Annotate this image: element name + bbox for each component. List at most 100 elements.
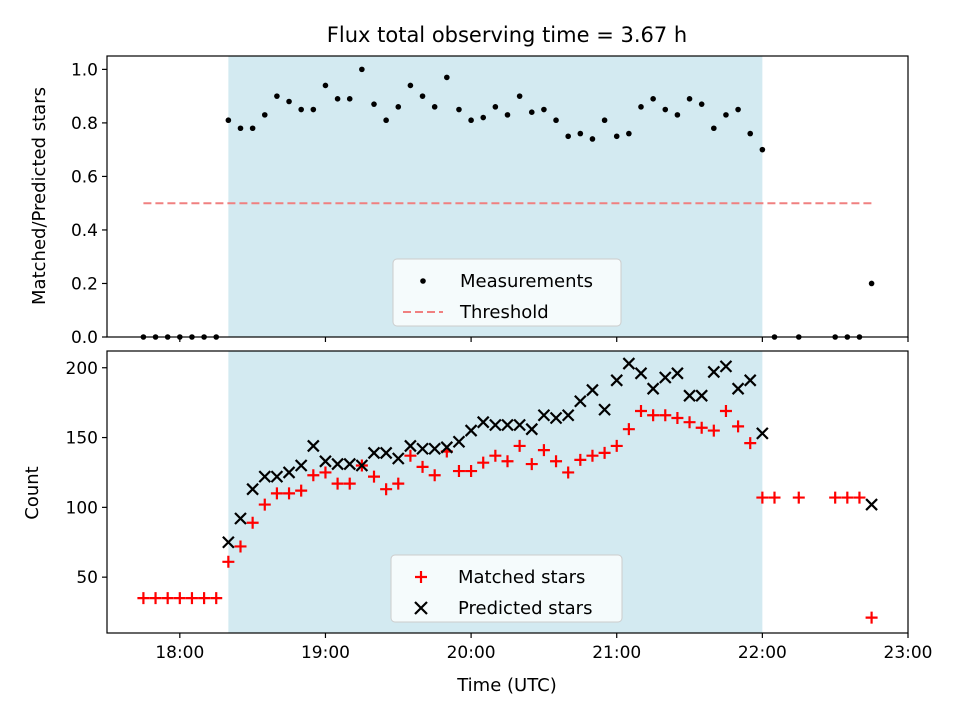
bottom-matched-star-point — [331, 477, 344, 490]
top-legend-label: Threshold — [459, 302, 549, 323]
bottom-matched-star-point — [185, 592, 198, 605]
bottom-matched-star-point — [756, 491, 769, 504]
bottom-matched-star-point — [610, 439, 623, 452]
bottom-matched-star-point — [744, 437, 757, 450]
bottom-predicted-star-point — [743, 374, 757, 387]
bottom-matched-star-point — [671, 412, 684, 425]
bottom-legend-marker — [415, 571, 427, 583]
bottom-predicted-star-point — [525, 422, 539, 436]
top-measurement-point — [662, 106, 669, 113]
bottom-matched-star-point — [732, 420, 745, 433]
bottom-matched-star-point — [465, 465, 478, 478]
bottom-legend-label: Matched stars — [458, 567, 585, 588]
bottom-matched-star-point — [392, 477, 405, 490]
top-measurement-point — [431, 104, 438, 110]
bottom-predicted-star-point — [707, 365, 721, 379]
x-axis-label: Time (UTC) — [456, 675, 557, 696]
bottom-predicted-star-point — [719, 360, 733, 373]
top-measurement-point — [674, 112, 681, 118]
bottom-predicted-star-point — [537, 408, 551, 422]
bottom-predicted-star-point — [634, 367, 648, 380]
bottom-predicted-star-point — [258, 470, 272, 483]
bottom-matched-star-point — [416, 460, 429, 473]
x-tick-label: 21:00 — [592, 643, 641, 663]
bottom-y-tick-label: 150 — [66, 429, 98, 449]
top-measurement-point — [553, 117, 559, 124]
top-measurement-point — [383, 117, 389, 124]
top-legend-marker — [420, 278, 426, 284]
bottom-matched-star-point — [173, 592, 186, 605]
bottom-matched-star-point — [659, 409, 672, 422]
bottom-matched-star-point — [295, 484, 308, 497]
top-measurement-point — [407, 82, 414, 89]
top-chart-title: Flux total observing time = 3.67 h — [327, 23, 687, 47]
bottom-matched-star-point — [149, 592, 162, 605]
bottom-matched-star-point — [137, 592, 150, 605]
top-y-tick-label: 0.2 — [71, 274, 98, 294]
bottom-predicted-star-point — [731, 382, 745, 395]
top-measurement-point — [868, 280, 875, 287]
bottom-predicted-star-point — [270, 470, 284, 483]
bottom-y-tick-label: 200 — [66, 359, 98, 379]
bottom-predicted-star-point — [234, 512, 247, 525]
top-measurement-point — [395, 104, 402, 110]
bottom-matched-star-point — [695, 421, 708, 434]
x-tick-label: 22:00 — [738, 643, 787, 663]
bottom-predicted-star-point — [549, 411, 563, 425]
top-measurement-point — [504, 112, 511, 118]
top-measurement-point — [589, 136, 596, 142]
bottom-matched-star-point — [307, 469, 320, 482]
top-measurement-point — [613, 133, 620, 140]
top-measurement-point — [286, 98, 292, 105]
top-measurement-point — [298, 106, 304, 113]
top-measurement-point — [577, 130, 584, 137]
bottom-predicted-star-point — [331, 457, 344, 471]
bottom-matched-star-point — [234, 540, 247, 553]
bottom-predicted-star-point — [404, 439, 417, 453]
bottom-matched-star-point — [768, 491, 781, 504]
bottom-matched-star-point — [343, 477, 356, 490]
bottom-predicted-star-point — [598, 403, 611, 416]
bottom-matched-star-point — [574, 453, 587, 466]
bottom-predicted-star-point — [379, 446, 393, 460]
bottom-matched-star-point — [792, 491, 805, 504]
bottom-predicted-star-point — [610, 374, 624, 387]
top-measurement-point — [638, 104, 644, 110]
top-y-axis-label: Matched/Predicted stars — [29, 87, 50, 305]
bottom-matched-star-point — [452, 465, 465, 478]
top-measurement-point — [541, 106, 547, 113]
bottom-legend-box — [390, 554, 623, 623]
bottom-predicted-star-point — [391, 452, 405, 465]
bottom-y-tick-label: 50 — [76, 568, 98, 588]
bottom-predicted-star-point — [695, 389, 708, 402]
bottom-predicted-star-point — [586, 383, 599, 397]
bottom-predicted-star-point — [428, 442, 441, 456]
bottom-matched-star-point — [501, 455, 514, 468]
bottom-predicted-star-point — [319, 455, 332, 468]
bottom-matched-star-point — [222, 555, 235, 568]
top-measurement-point — [626, 130, 632, 137]
bottom-matched-star-point — [368, 470, 380, 483]
bottom-matched-star-point — [707, 424, 720, 437]
top-measurement-point — [480, 114, 487, 121]
bottom-plot-frame — [106, 350, 909, 634]
top-measurement-point — [237, 125, 244, 132]
bottom-matched-star-point — [841, 491, 854, 504]
bottom-predicted-star-point — [355, 459, 369, 472]
top-measurement-point — [492, 104, 499, 110]
x-tick-label: 18:00 — [155, 643, 204, 663]
top-measurement-point — [225, 117, 232, 124]
top-measurement-point — [650, 96, 656, 102]
bottom-predicted-star-point — [282, 466, 296, 479]
bottom-matched-star-point — [258, 498, 271, 511]
top-measurement-point — [419, 93, 426, 99]
top-legend-box — [392, 258, 622, 327]
bottom-matched-star-point — [537, 444, 550, 457]
top-y-tick-label: 0.0 — [71, 328, 98, 348]
top-measurement-point — [322, 82, 329, 89]
bottom-predicted-star-point — [294, 459, 308, 472]
bottom-matched-star-point — [647, 409, 660, 422]
bottom-predicted-star-point — [683, 389, 696, 402]
bottom-matched-star-point — [477, 456, 490, 469]
